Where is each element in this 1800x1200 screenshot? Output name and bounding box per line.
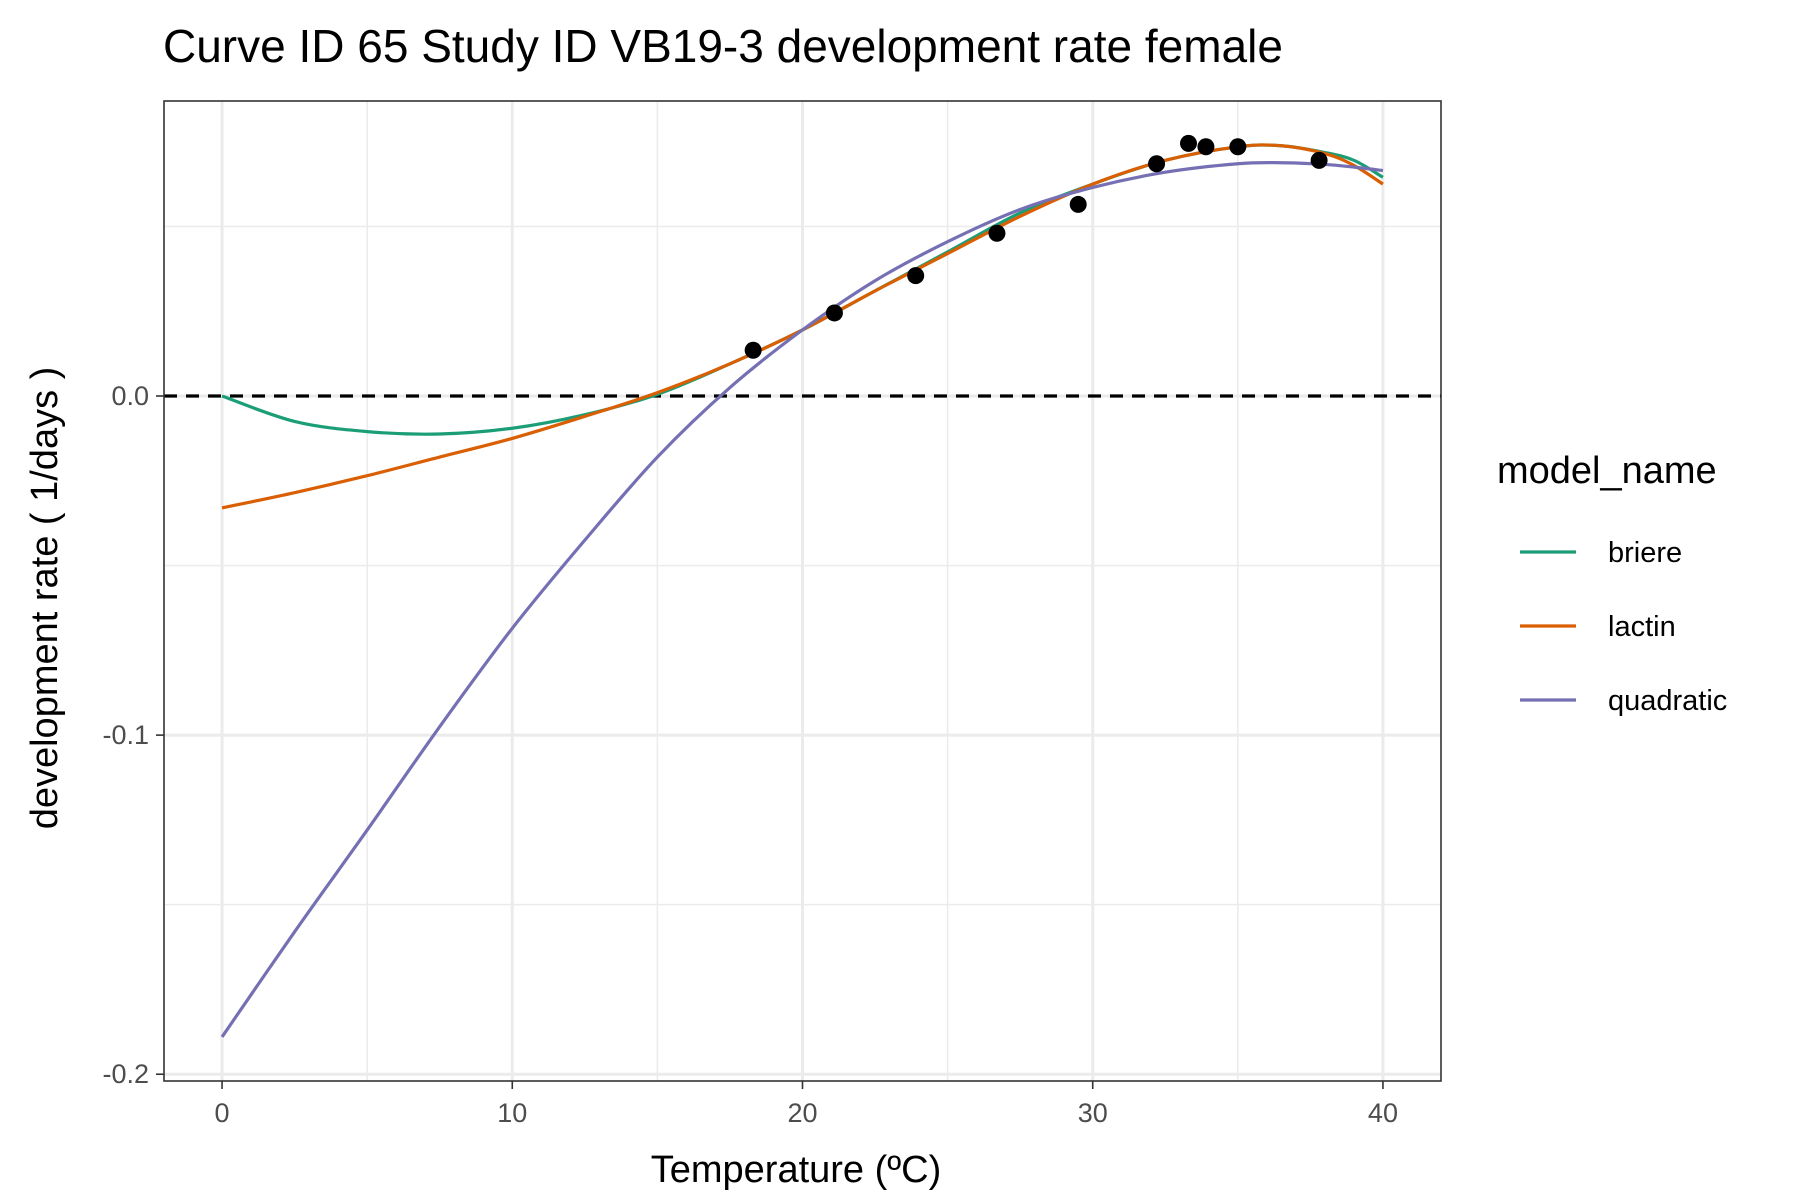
legend-label-briere: briere — [1608, 537, 1682, 569]
y-axis: -0.2 -0.1 0.0 — [102, 381, 164, 1089]
x-tick-label: 10 — [497, 1098, 527, 1128]
series-line-quadratic — [220, 160, 1384, 1038]
legend: model_name briere lactin quadratic — [1497, 450, 1727, 717]
data-point — [988, 224, 1006, 242]
chart-title: Curve ID 65 Study ID VB19-3 development … — [163, 20, 1283, 72]
legend-title: model_name — [1497, 450, 1717, 492]
x-tick-label: 30 — [1078, 1098, 1108, 1128]
observed-points — [744, 134, 1328, 359]
data-point — [1229, 138, 1247, 156]
x-tick-label: 40 — [1368, 1098, 1398, 1128]
data-point — [1197, 138, 1215, 156]
y-tick-label: -0.2 — [102, 1059, 149, 1089]
series-line-lactin — [221, 143, 1384, 510]
data-point — [1148, 155, 1166, 173]
x-axis-title: Temperature (ºC) — [651, 1149, 942, 1191]
data-point — [1310, 151, 1328, 169]
x-axis: 0 10 20 30 40 — [215, 1081, 1398, 1128]
data-point — [1069, 195, 1087, 213]
y-tick-label: -0.1 — [102, 720, 149, 750]
legend-label-quadratic: quadratic — [1608, 685, 1727, 717]
data-point — [907, 267, 925, 285]
x-tick-label: 20 — [787, 1098, 817, 1128]
data-point — [744, 341, 762, 359]
y-axis-title: development rate ( 1/days ) — [24, 367, 66, 830]
legend-label-lactin: lactin — [1608, 611, 1676, 643]
x-tick-label: 0 — [215, 1098, 230, 1128]
data-point — [825, 304, 843, 322]
legend-items: briere lactin quadratic — [1520, 537, 1727, 717]
y-tick-label: 0.0 — [111, 381, 149, 411]
series-lines — [220, 143, 1384, 1038]
data-point — [1180, 134, 1198, 152]
